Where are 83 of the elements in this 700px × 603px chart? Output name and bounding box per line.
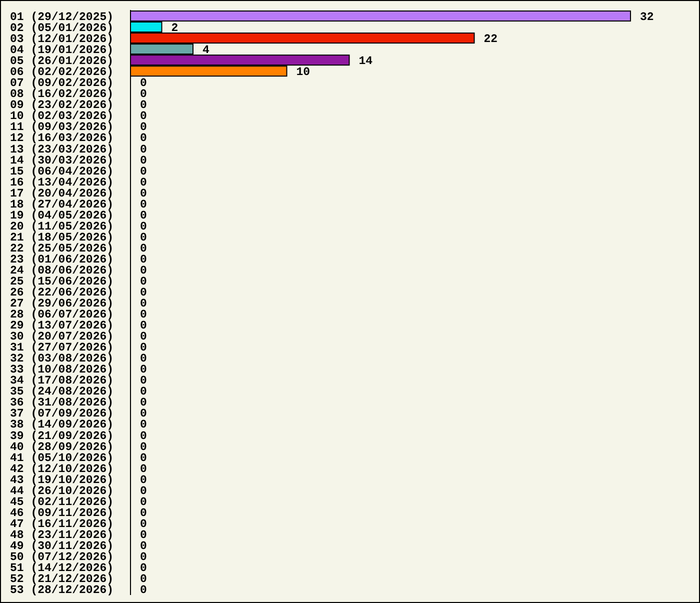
y-tick-label: 41 (05/10/2026) [10, 452, 114, 465]
data-label: 0 [140, 584, 147, 598]
y-tick-label: 13 (23/03/2026) [10, 143, 114, 156]
y-tick-label: 18 (27/04/2026) [10, 198, 114, 212]
y-tick-label: 47 (16/11/2026) [10, 518, 114, 531]
data-label: 0 [140, 528, 147, 542]
y-tick-label: 17 (20/04/2026) [10, 187, 114, 200]
data-label: 0 [140, 518, 147, 531]
y-tick-label: 21 (18/05/2026) [10, 231, 114, 244]
y-tick-label: 16 (13/04/2026) [10, 176, 114, 190]
data-label: 0 [140, 242, 147, 256]
data-label: 0 [140, 286, 147, 300]
data-label: 22 [484, 33, 498, 46]
data-label: 0 [140, 496, 147, 509]
data-label: 0 [140, 220, 147, 234]
y-tick-label: 46 (09/11/2026) [10, 506, 114, 520]
y-tick-label: 19 (04/05/2026) [10, 209, 114, 222]
data-label: 0 [140, 408, 147, 421]
y-tick-label: 49 (30/11/2026) [10, 540, 114, 553]
data-label: 0 [140, 298, 147, 311]
y-tick-label: 23 (01/06/2026) [10, 253, 114, 266]
data-label: 10 [296, 66, 310, 80]
data-label: 2 [171, 22, 178, 36]
data-label: 0 [140, 143, 147, 156]
data-label: 0 [140, 154, 147, 168]
y-tick-label: 24 (08/06/2026) [10, 264, 114, 278]
y-tick-label: 52 (21/12/2026) [10, 572, 114, 586]
data-label: 0 [140, 550, 147, 564]
data-label: 0 [140, 121, 147, 134]
y-tick-label: 20 (11/05/2026) [10, 220, 114, 234]
y-tick-label: 45 (02/11/2026) [10, 496, 114, 509]
data-label: 0 [140, 352, 147, 366]
data-label: 0 [140, 386, 147, 399]
data-label: 0 [140, 342, 147, 355]
data-label: 0 [140, 484, 147, 498]
data-label: 14 [358, 55, 373, 68]
data-label: 0 [140, 198, 147, 212]
data-label: 0 [140, 165, 147, 178]
data-label: 0 [140, 540, 147, 553]
data-label: 0 [140, 88, 147, 102]
data-label: 0 [140, 110, 147, 124]
data-label: 0 [140, 430, 147, 443]
data-label: 32 [640, 11, 654, 24]
data-label: 0 [140, 374, 147, 388]
data-label: 0 [140, 132, 147, 146]
y-tick-label: 14 (30/03/2026) [10, 154, 114, 168]
data-label: 0 [140, 176, 147, 190]
data-label: 0 [140, 308, 147, 322]
data-label: 0 [140, 474, 147, 487]
y-tick-label: 39 (21/09/2026) [10, 430, 114, 443]
y-tick-label: 44 (26/10/2026) [10, 484, 114, 498]
data-label: 0 [140, 99, 147, 112]
data-label: 0 [140, 187, 147, 200]
data-label: 0 [140, 275, 147, 288]
data-label: 0 [140, 320, 147, 333]
y-tick-label: 42 (12/10/2026) [10, 462, 114, 476]
data-label: 0 [140, 452, 147, 465]
y-tick-label: 53 (28/12/2026) [10, 584, 114, 598]
data-label: 0 [140, 364, 147, 377]
y-tick-label: 51 (14/12/2026) [10, 562, 114, 575]
y-tick-label: 25 (15/06/2026) [10, 275, 114, 288]
data-label: 0 [140, 506, 147, 520]
data-label: 0 [140, 418, 147, 432]
data-label: 0 [140, 562, 147, 575]
data-label: 0 [140, 209, 147, 222]
y-tick-label: 40 (28/09/2026) [10, 440, 114, 454]
data-label: 0 [140, 231, 147, 244]
data-label: 0 [140, 77, 147, 90]
data-label: 0 [140, 572, 147, 586]
y-tick-label: 15 (06/04/2026) [10, 165, 114, 178]
y-tick-label: 43 (19/10/2026) [10, 474, 114, 487]
data-label: 0 [140, 264, 147, 278]
y-tick-label: 12 (16/03/2026) [10, 132, 114, 146]
data-label: 0 [140, 330, 147, 344]
y-tick-label: 48 (23/11/2026) [10, 528, 114, 542]
y-tick-label: 50 (07/12/2026) [10, 550, 114, 564]
data-label: 0 [140, 253, 147, 266]
data-label: 0 [140, 462, 147, 476]
y-tick-label: 38 (14/09/2026) [10, 418, 114, 432]
y-tick-label: 22 (25/05/2026) [10, 242, 114, 256]
data-label: 0 [140, 396, 147, 410]
data-label: 0 [140, 440, 147, 454]
data-label: 4 [202, 44, 210, 58]
